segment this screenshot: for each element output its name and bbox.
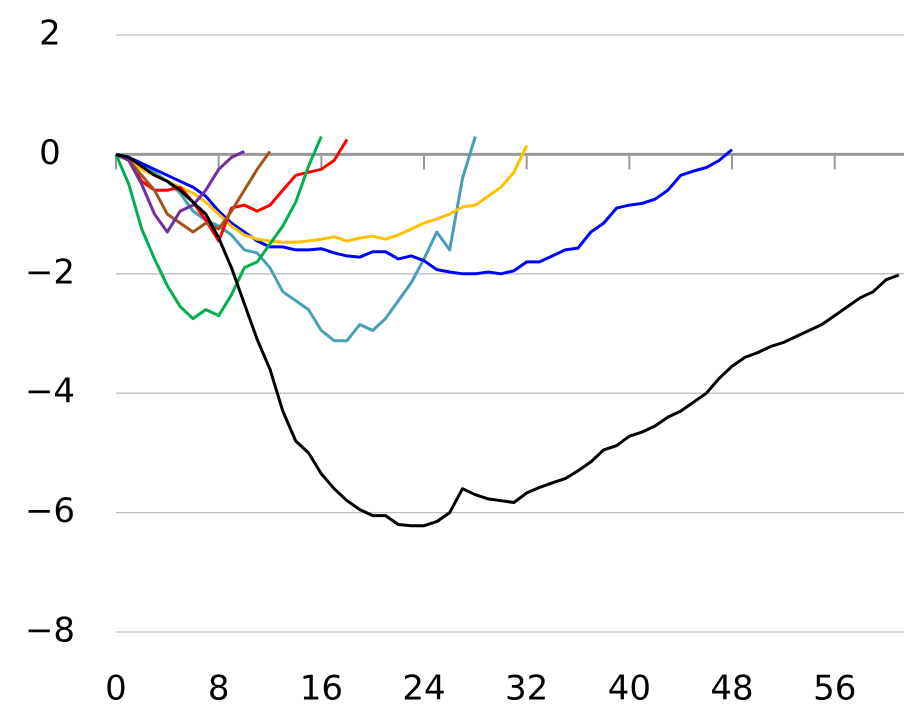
x-tick-label: 0 bbox=[105, 669, 127, 709]
series-line bbox=[115, 150, 272, 234]
series-line bbox=[115, 144, 529, 244]
series-line bbox=[115, 150, 245, 234]
series-line bbox=[115, 136, 477, 343]
x-tick-label: 48 bbox=[710, 669, 753, 709]
x-tick-label: 40 bbox=[608, 669, 651, 709]
x-tick-label: 8 bbox=[208, 669, 230, 709]
y-tick-label: −2 bbox=[25, 252, 75, 292]
y-tick-label: −8 bbox=[25, 611, 75, 651]
y-tick-label: 0 bbox=[39, 133, 61, 173]
series-line bbox=[115, 148, 733, 276]
x-tick-label: 16 bbox=[300, 669, 343, 709]
y-tick-label: 2 bbox=[39, 14, 61, 54]
y-tick-label: −6 bbox=[25, 491, 75, 531]
x-tick-label: 56 bbox=[813, 669, 856, 709]
series-line bbox=[114, 135, 323, 321]
series-line bbox=[115, 152, 900, 528]
x-tick-label: 24 bbox=[402, 669, 445, 709]
y-tick-label: −4 bbox=[25, 372, 75, 412]
x-tick-label: 32 bbox=[505, 669, 548, 709]
